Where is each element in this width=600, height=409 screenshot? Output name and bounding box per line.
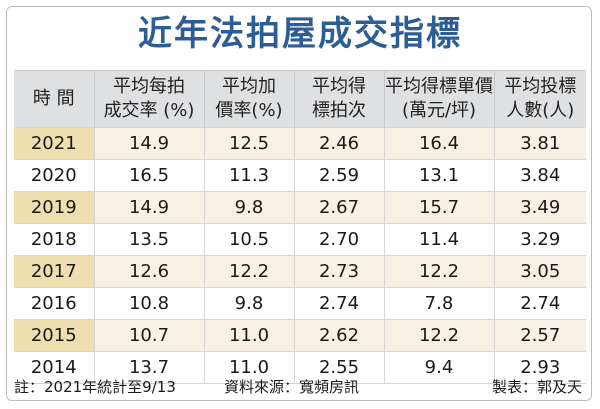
- footer-note: 註：2021年統計至9/13: [14, 378, 176, 396]
- value-cell: 9.4: [383, 351, 494, 384]
- table-row: 2019 14.9 9.8 2.67 15.7 3.49: [14, 191, 586, 224]
- footer-credit: 製表：郭及天: [491, 378, 582, 396]
- year-cell: 2018: [14, 223, 94, 256]
- footer: 註：2021年統計至9/13 資料來源：寬頻房訊 製表：郭及天: [14, 376, 586, 398]
- value-cell: 2.57: [493, 319, 586, 352]
- value-cell: 16.5: [93, 159, 204, 192]
- column-header: 時 間: [14, 70, 94, 128]
- value-cell: 3.05: [493, 255, 586, 288]
- year-cell: 2019: [14, 191, 94, 224]
- value-cell: 13.1: [383, 159, 494, 192]
- value-cell: 2.62: [293, 319, 384, 352]
- value-cell: 14.9: [93, 127, 204, 160]
- value-cell: 2.70: [293, 223, 384, 256]
- header-row: 時 間 平均每拍 成交率 (%) 平均加 價率(%) 平均得 標拍次 平均得標單…: [14, 70, 586, 128]
- value-cell: 9.8: [203, 191, 294, 224]
- value-cell: 12.2: [383, 255, 494, 288]
- value-cell: 12.2: [383, 319, 494, 352]
- value-cell: 10.7: [93, 319, 204, 352]
- column-header: 平均每拍 成交率 (%): [93, 70, 204, 128]
- value-cell: 11.0: [203, 319, 294, 352]
- year-cell: 2015: [14, 319, 94, 352]
- page-title: 近年法拍屋成交指標: [138, 14, 462, 54]
- value-cell: 11.4: [383, 223, 494, 256]
- value-cell: 9.8: [203, 287, 294, 320]
- value-cell: 14.9: [93, 191, 204, 224]
- table-body: 2021 14.9 12.5 2.46 16.4 3.81 2020 16.5 11.3 2.59…: [14, 127, 586, 384]
- column-header: 平均得標單價 (萬元/坪): [383, 70, 494, 128]
- value-cell: 12.5: [203, 127, 294, 160]
- value-cell: 13.7: [93, 351, 204, 384]
- value-cell: 3.81: [493, 127, 586, 160]
- value-cell: 15.7: [383, 191, 494, 224]
- year-cell: 2014: [14, 351, 94, 384]
- value-cell: 11.3: [203, 159, 294, 192]
- value-cell: 2.46: [293, 127, 384, 160]
- value-cell: 12.6: [93, 255, 204, 288]
- column-header: 平均得 標拍次: [293, 70, 384, 128]
- value-cell: 2.59: [293, 159, 384, 192]
- column-header: 平均加 價率(%): [203, 70, 294, 128]
- value-cell: 2.74: [493, 287, 586, 320]
- value-cell: 3.29: [493, 223, 586, 256]
- value-cell: 2.67: [293, 191, 384, 224]
- value-cell: 2.93: [493, 351, 586, 384]
- value-cell: 3.49: [493, 191, 586, 224]
- value-cell: 11.0: [203, 351, 294, 384]
- value-cell: 13.5: [93, 223, 204, 256]
- table-row: 2014 13.7 11.0 2.55 9.4 2.93: [14, 351, 586, 384]
- value-cell: 2.55: [293, 351, 384, 384]
- year-cell: 2020: [14, 159, 94, 192]
- value-cell: 12.2: [203, 255, 294, 288]
- value-cell: 10.8: [93, 287, 204, 320]
- table-row: 2015 10.7 11.0 2.62 12.2 2.57: [14, 319, 586, 352]
- value-cell: 16.4: [383, 127, 494, 160]
- data-table: 時 間 平均每拍 成交率 (%) 平均加 價率(%) 平均得 標拍次 平均得標單…: [14, 70, 586, 384]
- value-cell: 2.74: [293, 287, 384, 320]
- table-row: 2021 14.9 12.5 2.46 16.4 3.81: [14, 127, 586, 160]
- value-cell: 7.8: [383, 287, 494, 320]
- year-cell: 2016: [14, 287, 94, 320]
- table-row: 2016 10.8 9.8 2.74 7.8 2.74: [14, 287, 586, 320]
- value-cell: 2.73: [293, 255, 384, 288]
- column-header: 平均投標 人數(人): [493, 70, 586, 128]
- table-row: 2017 12.6 12.2 2.73 12.2 3.05: [14, 255, 586, 288]
- table-row: 2018 13.5 10.5 2.70 11.4 3.29: [14, 223, 586, 256]
- value-cell: 10.5: [203, 223, 294, 256]
- value-cell: 3.84: [493, 159, 586, 192]
- year-cell: 2021: [14, 127, 94, 160]
- table-row: 2020 16.5 11.3 2.59 13.1 3.84: [14, 159, 586, 192]
- year-cell: 2017: [14, 255, 94, 288]
- footer-source: 資料來源：寬頻房訊: [224, 378, 360, 396]
